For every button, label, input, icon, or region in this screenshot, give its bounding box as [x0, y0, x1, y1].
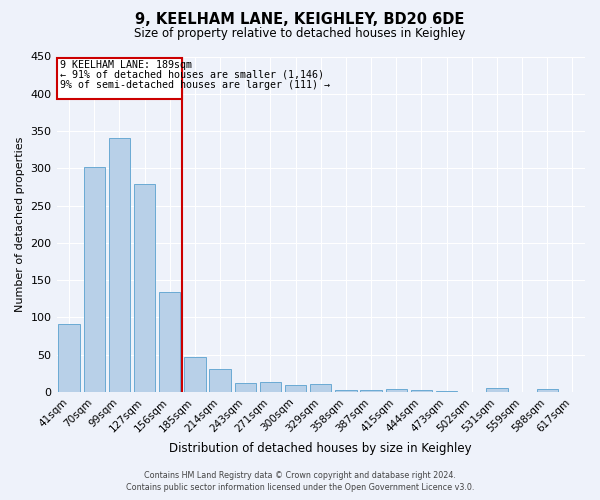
Bar [134, 184, 155, 392]
Y-axis label: Number of detached properties: Number of detached properties [15, 136, 25, 312]
Text: 9% of semi-detached houses are larger (111) →: 9% of semi-detached houses are larger (1… [59, 80, 329, 90]
Bar [310, 384, 331, 392]
Bar [184, 357, 206, 392]
Bar [109, 138, 130, 392]
Bar [486, 388, 508, 392]
Bar [436, 391, 457, 392]
Bar [159, 292, 181, 392]
Text: Size of property relative to detached houses in Keighley: Size of property relative to detached ho… [134, 28, 466, 40]
Text: 9 KEELHAM LANE: 189sqm: 9 KEELHAM LANE: 189sqm [59, 60, 191, 70]
Bar [83, 167, 105, 392]
Text: 9, KEELHAM LANE, KEIGHLEY, BD20 6DE: 9, KEELHAM LANE, KEIGHLEY, BD20 6DE [136, 12, 464, 28]
Bar [58, 324, 80, 392]
Bar [386, 389, 407, 392]
Bar [361, 390, 382, 392]
FancyBboxPatch shape [56, 58, 182, 99]
Bar [335, 390, 356, 392]
Text: Contains HM Land Registry data © Crown copyright and database right 2024.
Contai: Contains HM Land Registry data © Crown c… [126, 471, 474, 492]
Bar [536, 389, 558, 392]
Bar [260, 382, 281, 392]
Text: ← 91% of detached houses are smaller (1,146): ← 91% of detached houses are smaller (1,… [59, 70, 323, 80]
Bar [235, 383, 256, 392]
X-axis label: Distribution of detached houses by size in Keighley: Distribution of detached houses by size … [169, 442, 472, 455]
Bar [209, 369, 231, 392]
Bar [285, 385, 307, 392]
Bar [411, 390, 432, 392]
